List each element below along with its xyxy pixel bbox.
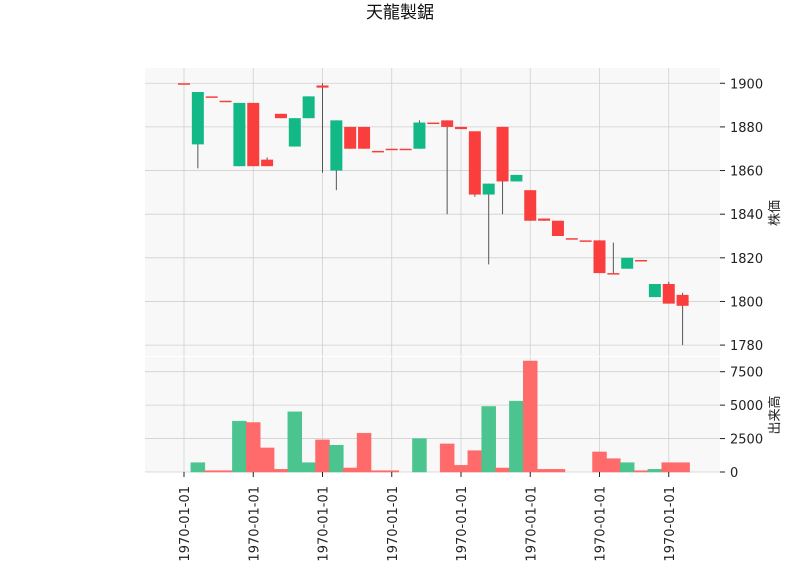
candle-body	[676, 294, 689, 306]
volume-panel: 0 2500 5000 7500	[145, 357, 763, 481]
volume-panel-background	[145, 357, 720, 472]
volume-bar	[246, 422, 261, 473]
candle-body	[385, 148, 398, 151]
volume-bar	[675, 462, 690, 473]
x-tick-label: 1970-01-01	[386, 486, 401, 562]
price-tick-label: 1840	[730, 208, 763, 223]
volume-bar	[287, 411, 303, 473]
candle-body	[302, 96, 315, 119]
price-tick-label: 1860	[730, 165, 763, 180]
candle-body	[399, 148, 412, 151]
volume-bar	[412, 438, 427, 473]
volume-bar	[204, 470, 219, 473]
candle-body	[607, 273, 620, 275]
volume-bar	[301, 462, 316, 473]
volume-bar	[619, 462, 635, 473]
price-panel-background	[145, 68, 720, 356]
volume-bar	[232, 420, 247, 473]
x-axis: 1970-01-01 1970-01-01 1970-01-01 1970-01-01…	[178, 472, 678, 562]
candle-body	[219, 100, 232, 103]
candle-body	[191, 92, 204, 145]
x-tick-label: 1970-01-01	[455, 486, 470, 562]
volume-axis-label: 出来高	[767, 395, 783, 434]
volume-bar	[647, 469, 663, 473]
candle-body	[565, 238, 578, 240]
volume-bar	[536, 469, 552, 473]
candle-body	[178, 83, 190, 85]
candle-body	[510, 174, 523, 182]
volume-bar	[633, 470, 649, 473]
candle-body	[205, 96, 218, 98]
volume-bar	[342, 467, 358, 473]
x-tick-label: 1970-01-01	[247, 486, 262, 562]
volume-bar	[550, 469, 566, 473]
candle-body	[593, 240, 606, 274]
volume-tick-label: 5000	[730, 399, 763, 414]
volume-tick-label: 7500	[730, 366, 763, 381]
price-panel: 1780 1800 1820 1840 1860 1880 1900	[145, 68, 763, 356]
volume-bar	[509, 400, 524, 473]
candle-body	[496, 126, 509, 182]
candle-body	[468, 131, 481, 195]
volume-bar	[453, 465, 469, 473]
candle-body	[274, 113, 287, 119]
volume-bar	[356, 432, 372, 473]
volume-bar	[481, 406, 496, 473]
volume-bar	[315, 439, 330, 473]
volume-bar	[218, 470, 233, 473]
price-tick-label: 1780	[730, 339, 763, 354]
volume-bar	[606, 458, 621, 473]
candle-body	[371, 150, 384, 153]
candle-body	[330, 120, 343, 171]
x-tick-label: 1970-01-01	[317, 486, 332, 562]
candle-body	[621, 257, 634, 269]
x-tick-label: 1970-01-01	[594, 486, 609, 562]
chart-title: 天龍製鋸	[366, 3, 434, 23]
volume-tick-label: 0	[730, 466, 738, 481]
candle-body	[482, 183, 495, 195]
volume-bar	[384, 470, 399, 473]
candle-body	[288, 118, 301, 147]
volume-bar	[592, 451, 607, 473]
candle-body	[551, 220, 564, 236]
volume-bar	[370, 470, 386, 473]
candle-body	[524, 190, 537, 221]
volume-bar	[495, 467, 510, 473]
candle-body	[316, 85, 329, 88]
x-tick-label: 1970-01-01	[178, 486, 193, 562]
candle-body	[233, 102, 246, 167]
volume-bar	[661, 462, 676, 473]
candle-body	[662, 284, 675, 304]
volume-bar	[439, 443, 455, 473]
candle-body	[358, 126, 371, 149]
volume-tick-label: 2500	[730, 433, 763, 448]
volume-bar	[190, 462, 206, 473]
candle-body	[261, 159, 274, 167]
candle-body	[635, 260, 648, 262]
price-tick-label: 1880	[730, 121, 763, 136]
volume-bar	[273, 469, 289, 473]
volume-bar	[259, 447, 275, 473]
candle-body	[455, 126, 467, 130]
candle-body	[413, 122, 426, 149]
price-tick-label: 1900	[730, 77, 763, 92]
price-axis-label: 株価	[768, 200, 783, 226]
x-tick-label: 1970-01-01	[663, 486, 678, 562]
price-tick-label: 1820	[730, 252, 763, 267]
candle-body	[441, 120, 454, 127]
candle-body	[579, 240, 592, 242]
x-tick-label: 1970-01-01	[524, 486, 539, 562]
volume-bar	[523, 360, 538, 473]
volume-bar	[329, 445, 344, 473]
candle-body	[344, 126, 357, 149]
candle-body	[247, 102, 260, 167]
volume-bar	[467, 450, 483, 473]
candle-body	[648, 284, 661, 298]
candle-body	[427, 122, 440, 125]
price-tick-label: 1800	[730, 295, 763, 310]
candle-body	[538, 218, 551, 221]
